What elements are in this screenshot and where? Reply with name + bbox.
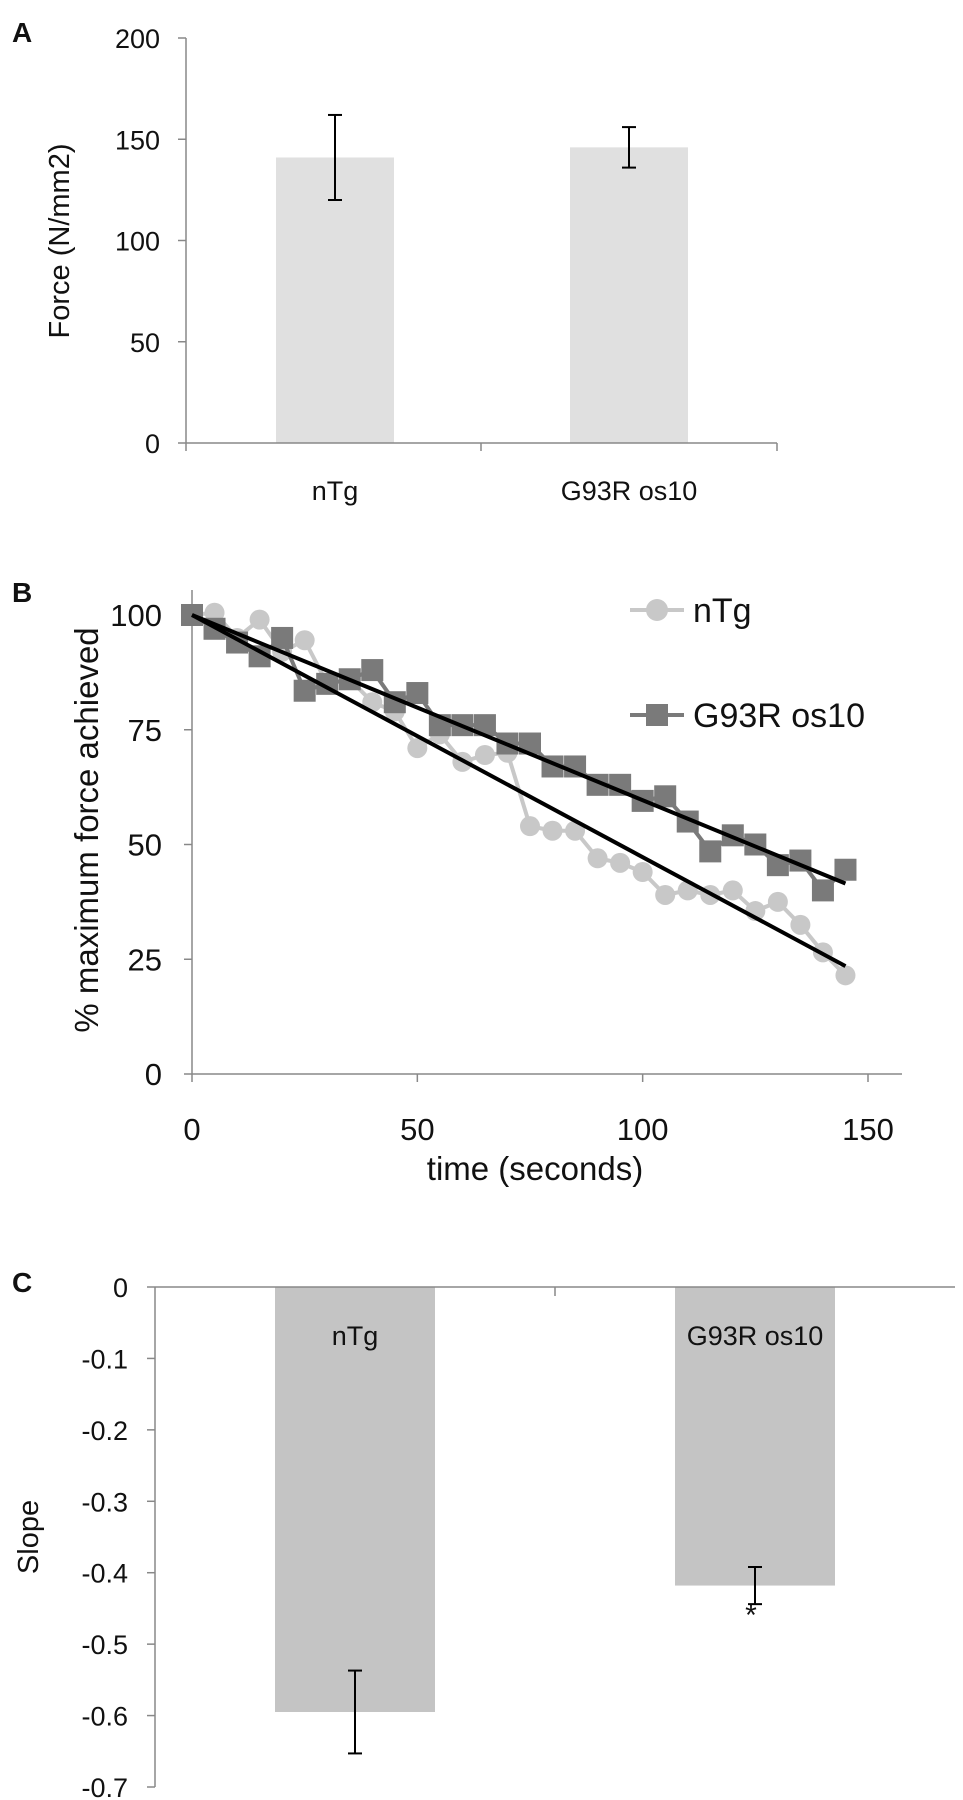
y-tick-label-0: 0 bbox=[113, 1273, 128, 1303]
y-tick-label-150: 150 bbox=[115, 125, 160, 155]
y-tick-label-100: 100 bbox=[115, 227, 160, 257]
panel-a-category-label-ntg: nTg bbox=[312, 476, 359, 506]
panel-b-y-axis-title: % maximum force achieved bbox=[68, 627, 105, 1032]
panel-c-slope-bar-chart: C 0 -0.1 -0.2 -0.3 -0.4 -0.5 -0.6 -0.7 nTg G93R… bbox=[12, 1267, 955, 1800]
panel-a-y-ticks: 0 50 100 150 200 bbox=[115, 24, 778, 459]
panel-b-legend: nTg G93R os10 bbox=[630, 592, 865, 735]
data-point-ntg-19 bbox=[610, 852, 631, 873]
legend-label-g93r-os10: G93R os10 bbox=[693, 697, 865, 735]
panel-b-series bbox=[181, 602, 857, 986]
legend-swatch-marker-ntg bbox=[646, 599, 668, 621]
y-tick-label-25: 25 bbox=[128, 942, 162, 977]
bar-ntg bbox=[275, 1287, 435, 1712]
x-tick-label-50: 50 bbox=[400, 1112, 434, 1147]
panel-a-y-axis-title: Force (N/mm2) bbox=[44, 144, 76, 339]
data-point-ntg-27 bbox=[790, 914, 811, 935]
x-tick-label-150: 150 bbox=[842, 1112, 894, 1147]
data-point-g93r-os10-3 bbox=[248, 645, 271, 668]
data-point-ntg-20 bbox=[632, 862, 653, 883]
x-tick-label-100: 100 bbox=[617, 1112, 669, 1147]
panel-b-fit-lines bbox=[191, 613, 847, 968]
y-tick-label-5: -0.5 bbox=[81, 1630, 128, 1660]
panel-letter-a: A bbox=[12, 17, 32, 48]
data-point-ntg-18 bbox=[587, 848, 608, 869]
data-point-g93r-os10-23 bbox=[699, 840, 722, 863]
panel-a-category-labels: nTg G93R os10 bbox=[312, 476, 698, 506]
data-point-ntg-10 bbox=[407, 738, 428, 759]
panel-c-category-label-g93r-os10: G93R os10 bbox=[687, 1321, 824, 1351]
data-point-g93r-os10-4 bbox=[271, 626, 294, 649]
panel-b-line-chart: B 0 25 50 75 100 0 50 100 150 time (seconds) % … bbox=[12, 577, 902, 1187]
panel-b-x-axis-title: time (seconds) bbox=[427, 1150, 643, 1187]
y-tick-label-6: -0.6 bbox=[81, 1702, 128, 1732]
panel-a-force-bar-chart: A 0 50 100 150 200 nTg G93R os10 Force (N/mm… bbox=[12, 17, 778, 506]
data-point-ntg-5 bbox=[294, 630, 315, 651]
fit-line-ntg bbox=[191, 613, 847, 968]
panel-a-bars bbox=[276, 147, 688, 443]
panel-c-y-axis-title: Slope bbox=[13, 1500, 45, 1574]
data-point-ntg-21 bbox=[655, 884, 676, 905]
bar-g93r-os10 bbox=[675, 1287, 835, 1586]
legend-label-ntg: nTg bbox=[693, 592, 752, 630]
panel-a-error-bars bbox=[328, 113, 636, 201]
data-point-ntg-13 bbox=[474, 744, 495, 765]
y-tick-label-50: 50 bbox=[128, 828, 162, 863]
panel-b-y-ticks: 0 25 50 75 100 bbox=[110, 598, 192, 1092]
bar-ntg bbox=[276, 157, 394, 443]
y-tick-label-7: -0.7 bbox=[81, 1773, 128, 1800]
y-tick-label-100: 100 bbox=[110, 598, 162, 633]
panel-a-category-label-g93r-os10: G93R os10 bbox=[561, 476, 698, 506]
data-point-g93r-os10-5 bbox=[293, 679, 316, 702]
panel-c-category-label-ntg: nTg bbox=[332, 1321, 379, 1351]
data-point-ntg-26 bbox=[767, 891, 788, 912]
data-point-g93r-os10-10 bbox=[406, 682, 429, 705]
panel-b-x-ticks: 0 50 100 150 bbox=[183, 1074, 894, 1147]
data-point-ntg-24 bbox=[722, 880, 743, 901]
data-point-g93r-os10-21 bbox=[654, 785, 677, 808]
bar-g93r-os10 bbox=[570, 147, 688, 443]
data-point-g93r-os10-28 bbox=[811, 879, 834, 902]
data-point-g93r-os10-15 bbox=[519, 732, 541, 755]
panel-c-error-bars bbox=[348, 1566, 762, 1755]
data-point-g93r-os10-29 bbox=[834, 858, 857, 881]
data-point-ntg-15 bbox=[520, 816, 540, 837]
y-tick-label-200: 200 bbox=[115, 24, 160, 54]
data-point-ntg-3 bbox=[249, 609, 270, 630]
panel-letter-b: B bbox=[12, 577, 32, 608]
panel-c-y-ticks: 0 -0.1 -0.2 -0.3 -0.4 -0.5 -0.6 -0.7 bbox=[81, 1273, 155, 1800]
y-tick-label-75: 75 bbox=[128, 713, 162, 748]
data-point-g93r-os10-8 bbox=[361, 659, 384, 682]
x-tick-label-0: 0 bbox=[183, 1112, 200, 1147]
y-tick-label-2: -0.2 bbox=[81, 1416, 128, 1446]
data-point-g93r-os10-13 bbox=[473, 714, 496, 737]
data-point-ntg-1 bbox=[204, 602, 225, 623]
data-point-ntg-16 bbox=[542, 820, 563, 841]
legend-item-g93r-os10: G93R os10 bbox=[630, 697, 865, 735]
panel-letter-c: C bbox=[12, 1267, 32, 1298]
y-tick-label-3: -0.3 bbox=[81, 1487, 128, 1517]
data-point-ntg-29 bbox=[835, 965, 856, 986]
y-tick-label-1: -0.1 bbox=[81, 1344, 128, 1374]
legend-item-ntg: nTg bbox=[630, 592, 752, 630]
y-tick-label-4: -0.4 bbox=[81, 1559, 128, 1589]
y-tick-label-0: 0 bbox=[145, 429, 160, 459]
panel-c-significance-asterisk: * bbox=[745, 1599, 757, 1632]
panel-c-bars bbox=[275, 1287, 835, 1712]
legend-swatch-marker-g93r-os10 bbox=[646, 704, 668, 726]
y-tick-label-0: 0 bbox=[145, 1057, 162, 1092]
y-tick-label-50: 50 bbox=[130, 328, 160, 358]
fit-line-g93r-os10 bbox=[191, 613, 847, 886]
